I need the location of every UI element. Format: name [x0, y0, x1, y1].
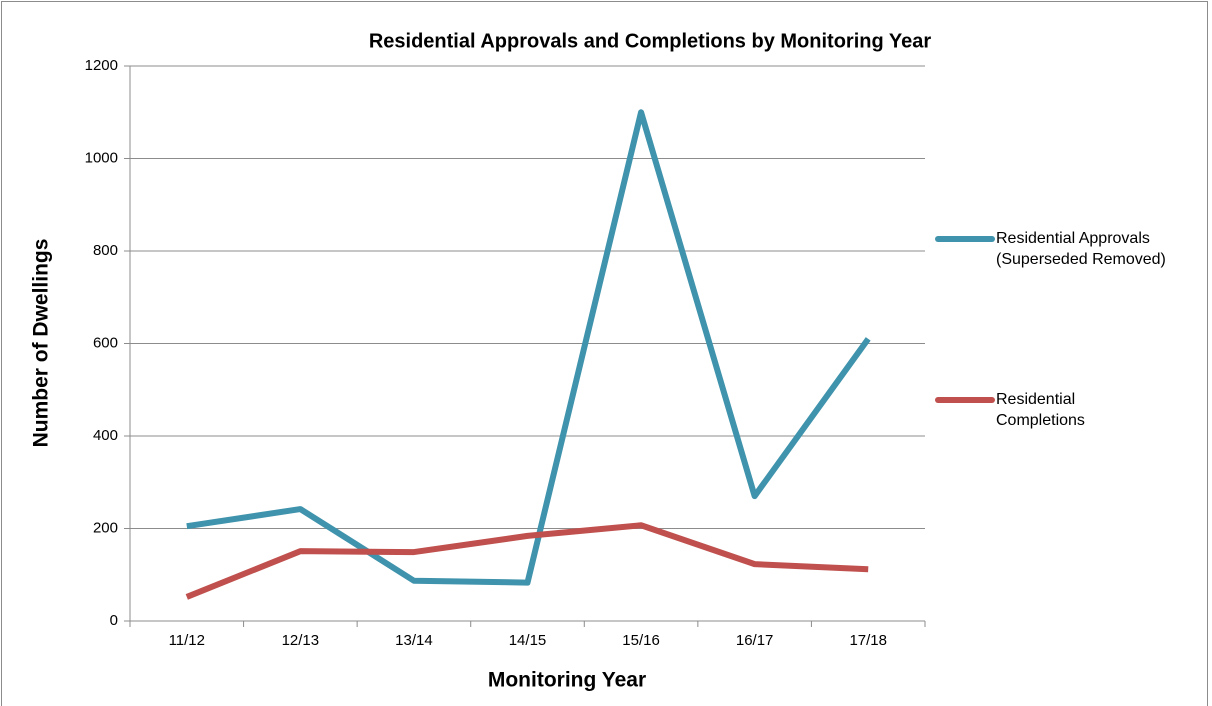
y-tick-label: 200 [93, 519, 118, 536]
y-tick-label: 600 [93, 334, 118, 351]
y-tick-label: 1200 [85, 57, 118, 74]
y-axis-title: Number of Dwellings [30, 239, 53, 448]
legend-label: Residential Completions [996, 391, 1085, 429]
x-tick-label: 14/15 [509, 632, 547, 649]
y-tick-label: 1000 [85, 149, 118, 166]
y-tick-label: 400 [93, 427, 118, 444]
x-tick-label: 16/17 [736, 632, 774, 649]
y-tick-label: 800 [93, 242, 118, 259]
data-line [186, 109, 871, 586]
x-tick-label: 15/16 [622, 632, 660, 649]
x-tick-label: 17/18 [849, 632, 887, 649]
y-tick-label: 0 [110, 612, 118, 629]
x-axis-title: Monitoring Year [488, 669, 646, 692]
x-tick-label: 12/13 [282, 632, 320, 649]
x-tick-label: 13/14 [395, 632, 433, 649]
legend-label: Residential Approvals (Superseded Remove… [996, 230, 1166, 268]
x-tick-label: 11/12 [169, 632, 205, 649]
chart-title: Residential Approvals and Completions by… [369, 30, 932, 52]
data-line [185, 522, 869, 600]
